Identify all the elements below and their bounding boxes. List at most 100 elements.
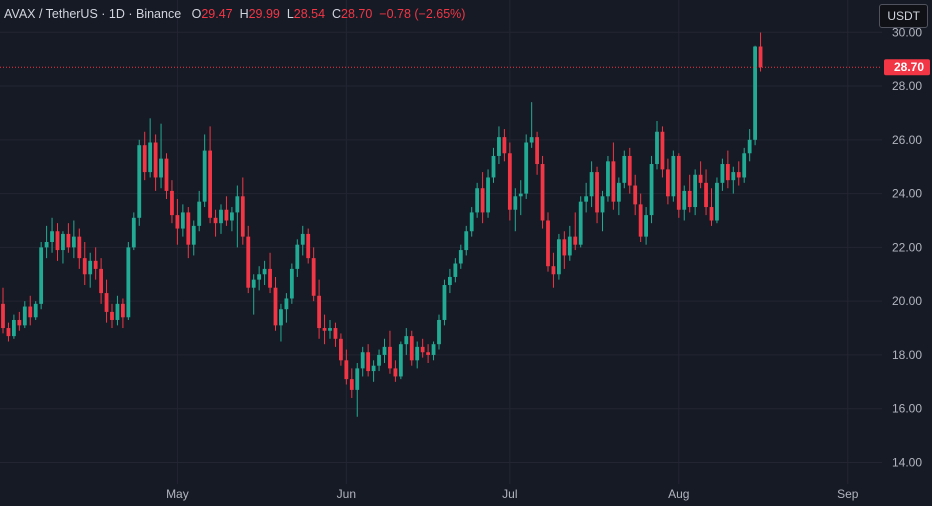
change-value: −0.78 (−2.65%) xyxy=(379,7,466,21)
y-tick-label: 28.00 xyxy=(892,79,922,93)
candle-body xyxy=(622,155,627,183)
candle-body xyxy=(71,236,76,248)
candle-body xyxy=(442,285,447,320)
candle-body xyxy=(535,137,539,165)
candle-body xyxy=(17,319,22,326)
candle-body xyxy=(731,172,736,181)
candle-body xyxy=(453,263,458,277)
candle-body xyxy=(88,260,93,275)
y-tick-label: 18.00 xyxy=(892,348,922,362)
candle-body xyxy=(671,155,676,197)
candle-body xyxy=(148,142,153,173)
candle-body xyxy=(333,328,338,339)
x-tick-label: May xyxy=(166,487,189,501)
candle-body xyxy=(736,172,741,178)
candle-body xyxy=(246,236,251,288)
candle-body xyxy=(420,346,425,353)
candle-body xyxy=(235,196,240,213)
candle-body xyxy=(328,328,332,331)
x-tick-label: Jul xyxy=(502,487,517,501)
candle-body xyxy=(339,338,343,361)
candle-body xyxy=(409,336,414,361)
candle-body xyxy=(464,231,469,251)
candle-body xyxy=(344,360,349,380)
candle-body xyxy=(611,161,616,202)
candle-body xyxy=(311,258,316,296)
candle-body xyxy=(567,236,572,256)
candle-body xyxy=(540,164,545,221)
candle-body xyxy=(426,352,430,355)
close-value: 28.70 xyxy=(341,7,373,21)
candle-body xyxy=(638,204,643,237)
y-tick-label: 20.00 xyxy=(892,294,922,308)
candle-body xyxy=(709,207,714,221)
candle-body xyxy=(284,298,289,310)
x-tick-label: Jun xyxy=(337,487,356,501)
high-label: H xyxy=(239,7,249,21)
high-value: 29.99 xyxy=(248,7,280,21)
candle-body xyxy=(50,231,54,242)
candle-body xyxy=(448,276,452,286)
candle-body xyxy=(524,142,529,194)
candle-body xyxy=(279,309,283,326)
candle-body xyxy=(224,209,229,221)
candle-body xyxy=(655,131,659,165)
candle-body xyxy=(22,306,27,326)
candle-body xyxy=(131,217,136,248)
candle-body xyxy=(262,268,267,275)
candle-body xyxy=(557,239,561,275)
last-price-tag xyxy=(884,59,930,76)
candle-body xyxy=(573,236,578,245)
currency-button[interactable]: USDT xyxy=(879,4,928,28)
candle-body xyxy=(82,258,87,275)
candle-body xyxy=(6,328,11,337)
candle-body xyxy=(578,201,583,245)
candle-body xyxy=(666,169,670,197)
symbol-label[interactable]: AVAX / TetherUS · 1D · Binance xyxy=(4,7,182,21)
x-tick-label: Sep xyxy=(837,487,859,501)
candle-body xyxy=(349,379,354,390)
candle-body xyxy=(202,150,207,202)
candle-body xyxy=(208,150,212,218)
candle-body xyxy=(153,142,158,178)
candle-body xyxy=(382,346,387,355)
candle-body xyxy=(197,201,202,226)
candle-body xyxy=(725,164,730,181)
candle-body xyxy=(28,306,33,318)
candle-body xyxy=(616,182,621,202)
candle-body xyxy=(306,233,311,259)
candle-body xyxy=(507,153,512,210)
y-tick-label: 30.00 xyxy=(892,25,922,39)
candle-body xyxy=(562,239,567,256)
close-label: C xyxy=(332,7,342,21)
candle-body xyxy=(644,215,648,237)
ohlc-legend: AVAX / TetherUS · 1D · Binance O29.47 H2… xyxy=(4,7,465,21)
y-tick-label: 22.00 xyxy=(892,240,922,254)
candle-body xyxy=(175,215,180,229)
candle-body xyxy=(682,190,687,210)
candle-body xyxy=(39,247,44,304)
candle-body xyxy=(240,196,245,237)
candle-body xyxy=(660,131,665,170)
candle-body xyxy=(606,161,610,197)
candle-body xyxy=(355,368,360,390)
candle-body xyxy=(513,196,518,210)
candle-body xyxy=(159,158,163,178)
candle-body xyxy=(497,137,501,156)
low-value: 28.54 xyxy=(293,7,326,21)
candle-body xyxy=(693,174,698,208)
candle-body xyxy=(715,182,719,221)
candle-body xyxy=(191,225,196,245)
candle-body xyxy=(12,319,16,337)
candle-body xyxy=(649,164,654,216)
candle-body xyxy=(584,196,589,202)
candle-body xyxy=(257,274,262,280)
candle-body xyxy=(546,220,550,267)
candle-body xyxy=(164,158,169,191)
candle-body xyxy=(104,293,109,312)
candle-body xyxy=(121,303,125,318)
candle-body xyxy=(66,233,71,248)
candle-body xyxy=(398,344,403,377)
